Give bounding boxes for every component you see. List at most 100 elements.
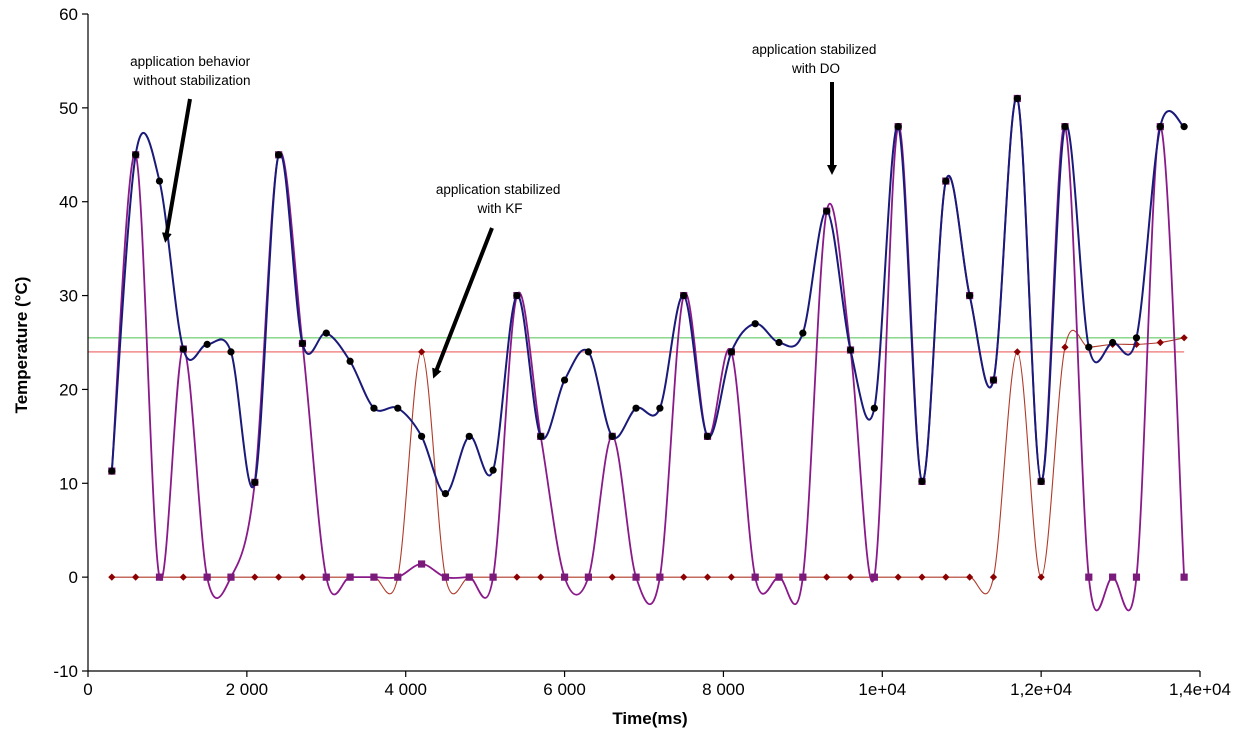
data-point	[155, 177, 164, 185]
data-point	[775, 338, 783, 347]
data-point	[394, 573, 402, 581]
y-tick-label: 40	[59, 193, 78, 212]
data-point	[537, 432, 545, 440]
data-point	[1013, 94, 1021, 103]
data-point	[1061, 343, 1069, 351]
x-ticks: 0 2 000 4 000 6 000 8 000 1e+04 1,2e+04 1,4e+04	[83, 671, 1231, 699]
data-point	[179, 573, 187, 581]
data-point	[656, 573, 664, 581]
data-point	[132, 573, 140, 581]
data-point	[966, 291, 974, 300]
data-point	[942, 573, 950, 581]
x-tick-label: 8 000	[702, 680, 745, 699]
data-point	[370, 404, 378, 412]
series-0	[108, 94, 1188, 498]
reference-lines	[88, 337, 1185, 353]
data-point	[108, 573, 116, 581]
data-point	[418, 560, 426, 568]
data-point	[370, 573, 378, 581]
data-point	[751, 573, 759, 581]
annotation-stabilized-do: application stabilized with DO	[752, 42, 876, 175]
data-point	[560, 376, 569, 384]
data-point	[680, 291, 688, 300]
data-point	[823, 207, 831, 215]
data-point	[132, 151, 140, 159]
data-point	[966, 573, 974, 581]
data-point	[799, 573, 807, 581]
axes	[87, 14, 1200, 672]
data-point	[155, 573, 164, 581]
data-point	[465, 432, 473, 440]
series-layer	[108, 94, 1188, 612]
data-point	[680, 573, 688, 581]
data-point	[632, 573, 640, 581]
data-point	[441, 490, 450, 498]
series-line-2	[111, 329, 1185, 595]
data-point	[275, 151, 283, 159]
data-point	[918, 477, 926, 486]
y-tick-label: 60	[59, 5, 78, 24]
data-point	[560, 573, 569, 581]
data-point	[465, 573, 473, 581]
y-tick-label: 0	[69, 568, 78, 587]
y-tick-label: 10	[59, 474, 78, 493]
annotation-1-line-2: without stabilization	[132, 73, 250, 88]
data-point	[227, 348, 235, 356]
data-point	[799, 329, 807, 337]
annotation-2-line-1: application stabilized	[436, 182, 561, 197]
data-point	[823, 573, 831, 581]
data-point	[894, 573, 902, 581]
data-point	[846, 346, 855, 354]
data-point	[703, 432, 712, 440]
data-point	[179, 345, 187, 353]
data-point	[1156, 123, 1164, 131]
svg-text:application behavior w: application behavior without stabilizati…	[130, 54, 254, 88]
data-point	[251, 478, 259, 486]
data-point	[227, 573, 235, 581]
data-point	[608, 573, 616, 581]
annotation-1-arrow	[161, 98, 192, 243]
data-point	[584, 348, 593, 356]
data-point	[298, 573, 307, 581]
data-point	[108, 467, 116, 475]
data-point	[727, 348, 735, 356]
data-point	[751, 320, 759, 328]
data-point	[918, 573, 926, 581]
annotation-3-line-2: with DO	[791, 61, 840, 76]
data-point	[1037, 477, 1045, 486]
x-tick-label: 0	[83, 680, 92, 699]
annotation-2-arrow	[432, 227, 494, 379]
data-point	[1156, 338, 1164, 347]
data-point	[775, 573, 783, 581]
data-point	[703, 573, 712, 581]
data-point	[656, 404, 664, 412]
y-tick-label: 30	[59, 287, 78, 306]
data-point	[275, 573, 283, 581]
data-point	[322, 329, 330, 337]
data-point	[1132, 573, 1141, 581]
series-2	[108, 329, 1188, 595]
data-point	[441, 573, 450, 581]
data-point	[322, 573, 330, 581]
data-point	[489, 466, 497, 474]
data-point	[298, 339, 307, 348]
data-point	[989, 376, 998, 384]
svg-text:application stabilized: application stabilized with KF	[436, 182, 564, 216]
data-point	[346, 573, 354, 581]
data-point	[1180, 334, 1188, 342]
data-point	[942, 177, 950, 185]
data-point	[203, 340, 211, 348]
y-ticks: -10 0 10 20 30 40 50 60	[53, 5, 88, 681]
annotation-without-stabilization: application behavior without stabilizati…	[130, 54, 254, 243]
data-point	[513, 291, 521, 300]
data-point	[251, 573, 259, 581]
data-point	[1109, 338, 1117, 347]
x-tick-label: 1,4e+04	[1169, 680, 1231, 699]
data-point	[894, 123, 902, 131]
data-point	[870, 404, 878, 412]
y-tick-label: 50	[59, 99, 78, 118]
data-point	[346, 357, 354, 365]
annotation-2-line-2: with KF	[476, 201, 522, 216]
data-point	[727, 573, 735, 581]
